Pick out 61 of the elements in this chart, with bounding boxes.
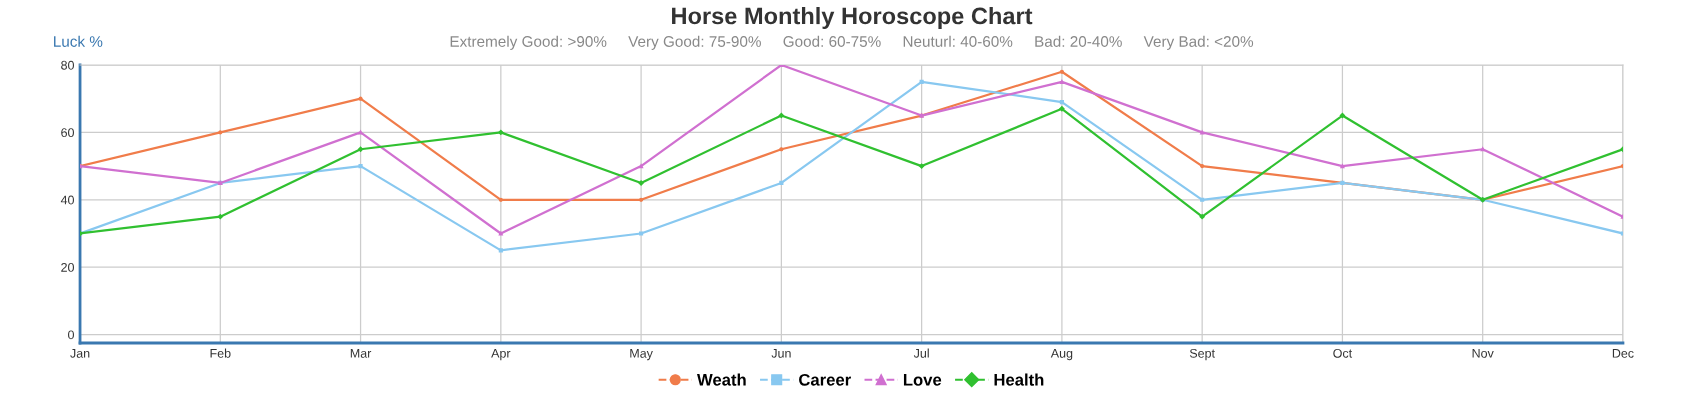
line-series xyxy=(80,69,1623,202)
point xyxy=(498,197,503,202)
point xyxy=(1200,197,1205,202)
point xyxy=(358,130,363,135)
legend-label: Weath xyxy=(697,373,746,386)
point xyxy=(1199,213,1205,220)
point xyxy=(1059,99,1064,105)
point xyxy=(498,129,504,136)
y-tick-label: 0 xyxy=(68,330,74,340)
y-axis-title: Luck % xyxy=(54,35,103,47)
x-tick-label: May xyxy=(630,349,653,361)
point xyxy=(779,65,784,68)
point xyxy=(358,96,363,101)
point xyxy=(358,164,363,169)
point xyxy=(1200,164,1205,169)
point xyxy=(217,213,223,220)
x-tick-label: Aug xyxy=(1050,349,1073,361)
line-series xyxy=(80,106,1623,237)
x-tick-label: Mar xyxy=(350,349,372,358)
point xyxy=(779,180,784,186)
legend-label: Love xyxy=(903,374,942,386)
point xyxy=(779,147,784,152)
point xyxy=(1059,79,1064,84)
y-tick-label: 60 xyxy=(61,128,74,138)
point xyxy=(1059,106,1065,112)
point xyxy=(1339,112,1346,119)
point xyxy=(1620,164,1623,169)
legend-label: Health xyxy=(994,373,1044,386)
point xyxy=(919,79,924,84)
point xyxy=(1340,164,1345,169)
x-tick-label: Apr xyxy=(491,349,511,361)
y-tick-label: 20 xyxy=(61,262,74,272)
x-tick-label: Jun xyxy=(771,349,791,358)
point xyxy=(218,130,223,135)
x-tick-label: Jan xyxy=(70,349,90,358)
point xyxy=(639,164,644,169)
point xyxy=(1059,69,1064,74)
point xyxy=(1620,214,1623,219)
y-tick-label: 40 xyxy=(60,195,74,205)
chart-subtitle: Extremely Good: >90% Very Good: 75-90% Good: 60-75% Neuturl: 40-60% Bad: 20-40% Very Bad: <20% xyxy=(450,35,1254,50)
x-tick-label: Jul xyxy=(913,348,929,358)
point xyxy=(778,112,785,119)
point xyxy=(638,180,644,186)
y-tick-label: 80 xyxy=(61,60,74,70)
point xyxy=(639,231,644,236)
x-tick-label: Feb xyxy=(210,348,231,358)
point xyxy=(639,197,644,202)
point xyxy=(1480,147,1485,152)
legend-label: Career xyxy=(799,373,851,386)
chart-title: Horse Monthly Horoscope Chart xyxy=(672,7,1033,29)
x-tick-label: Oct xyxy=(1333,348,1353,358)
x-tick-label: Nov xyxy=(1472,349,1494,358)
point xyxy=(1620,231,1623,236)
point xyxy=(498,248,503,253)
x-tick-label: Dec xyxy=(1612,349,1634,358)
point xyxy=(357,146,364,152)
point xyxy=(1200,130,1205,135)
point xyxy=(918,163,925,169)
line-series xyxy=(80,79,1623,253)
point xyxy=(498,231,503,236)
x-tick-label: Sept xyxy=(1189,348,1215,361)
